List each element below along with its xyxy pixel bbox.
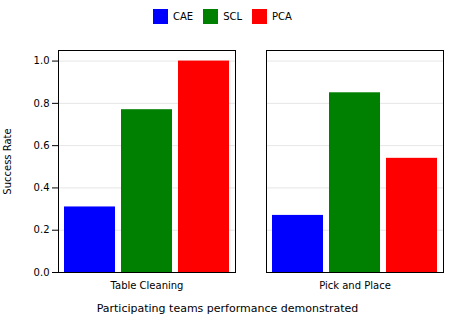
svg-text:Pick and Place: Pick and Place xyxy=(319,280,391,291)
html-text:SCL: SCL xyxy=(223,11,243,22)
svg-text:1.0: 1.0 xyxy=(34,55,50,66)
html-text:PCA: PCA xyxy=(272,11,292,22)
html-text:CAE: CAE xyxy=(173,11,194,22)
svg-text:0.0: 0.0 xyxy=(34,267,50,278)
svg-text:0.2: 0.2 xyxy=(34,224,50,235)
svg-text:0.8: 0.8 xyxy=(34,98,50,109)
html-text:Participating teams performanc: Participating teams performance demonstr… xyxy=(96,302,359,315)
svg-text:0.6: 0.6 xyxy=(34,140,50,151)
svg-text:Success Rate: Success Rate xyxy=(2,128,13,194)
svg-text:Table Cleaning: Table Cleaning xyxy=(110,280,184,291)
svg-text:0.4: 0.4 xyxy=(34,182,50,193)
